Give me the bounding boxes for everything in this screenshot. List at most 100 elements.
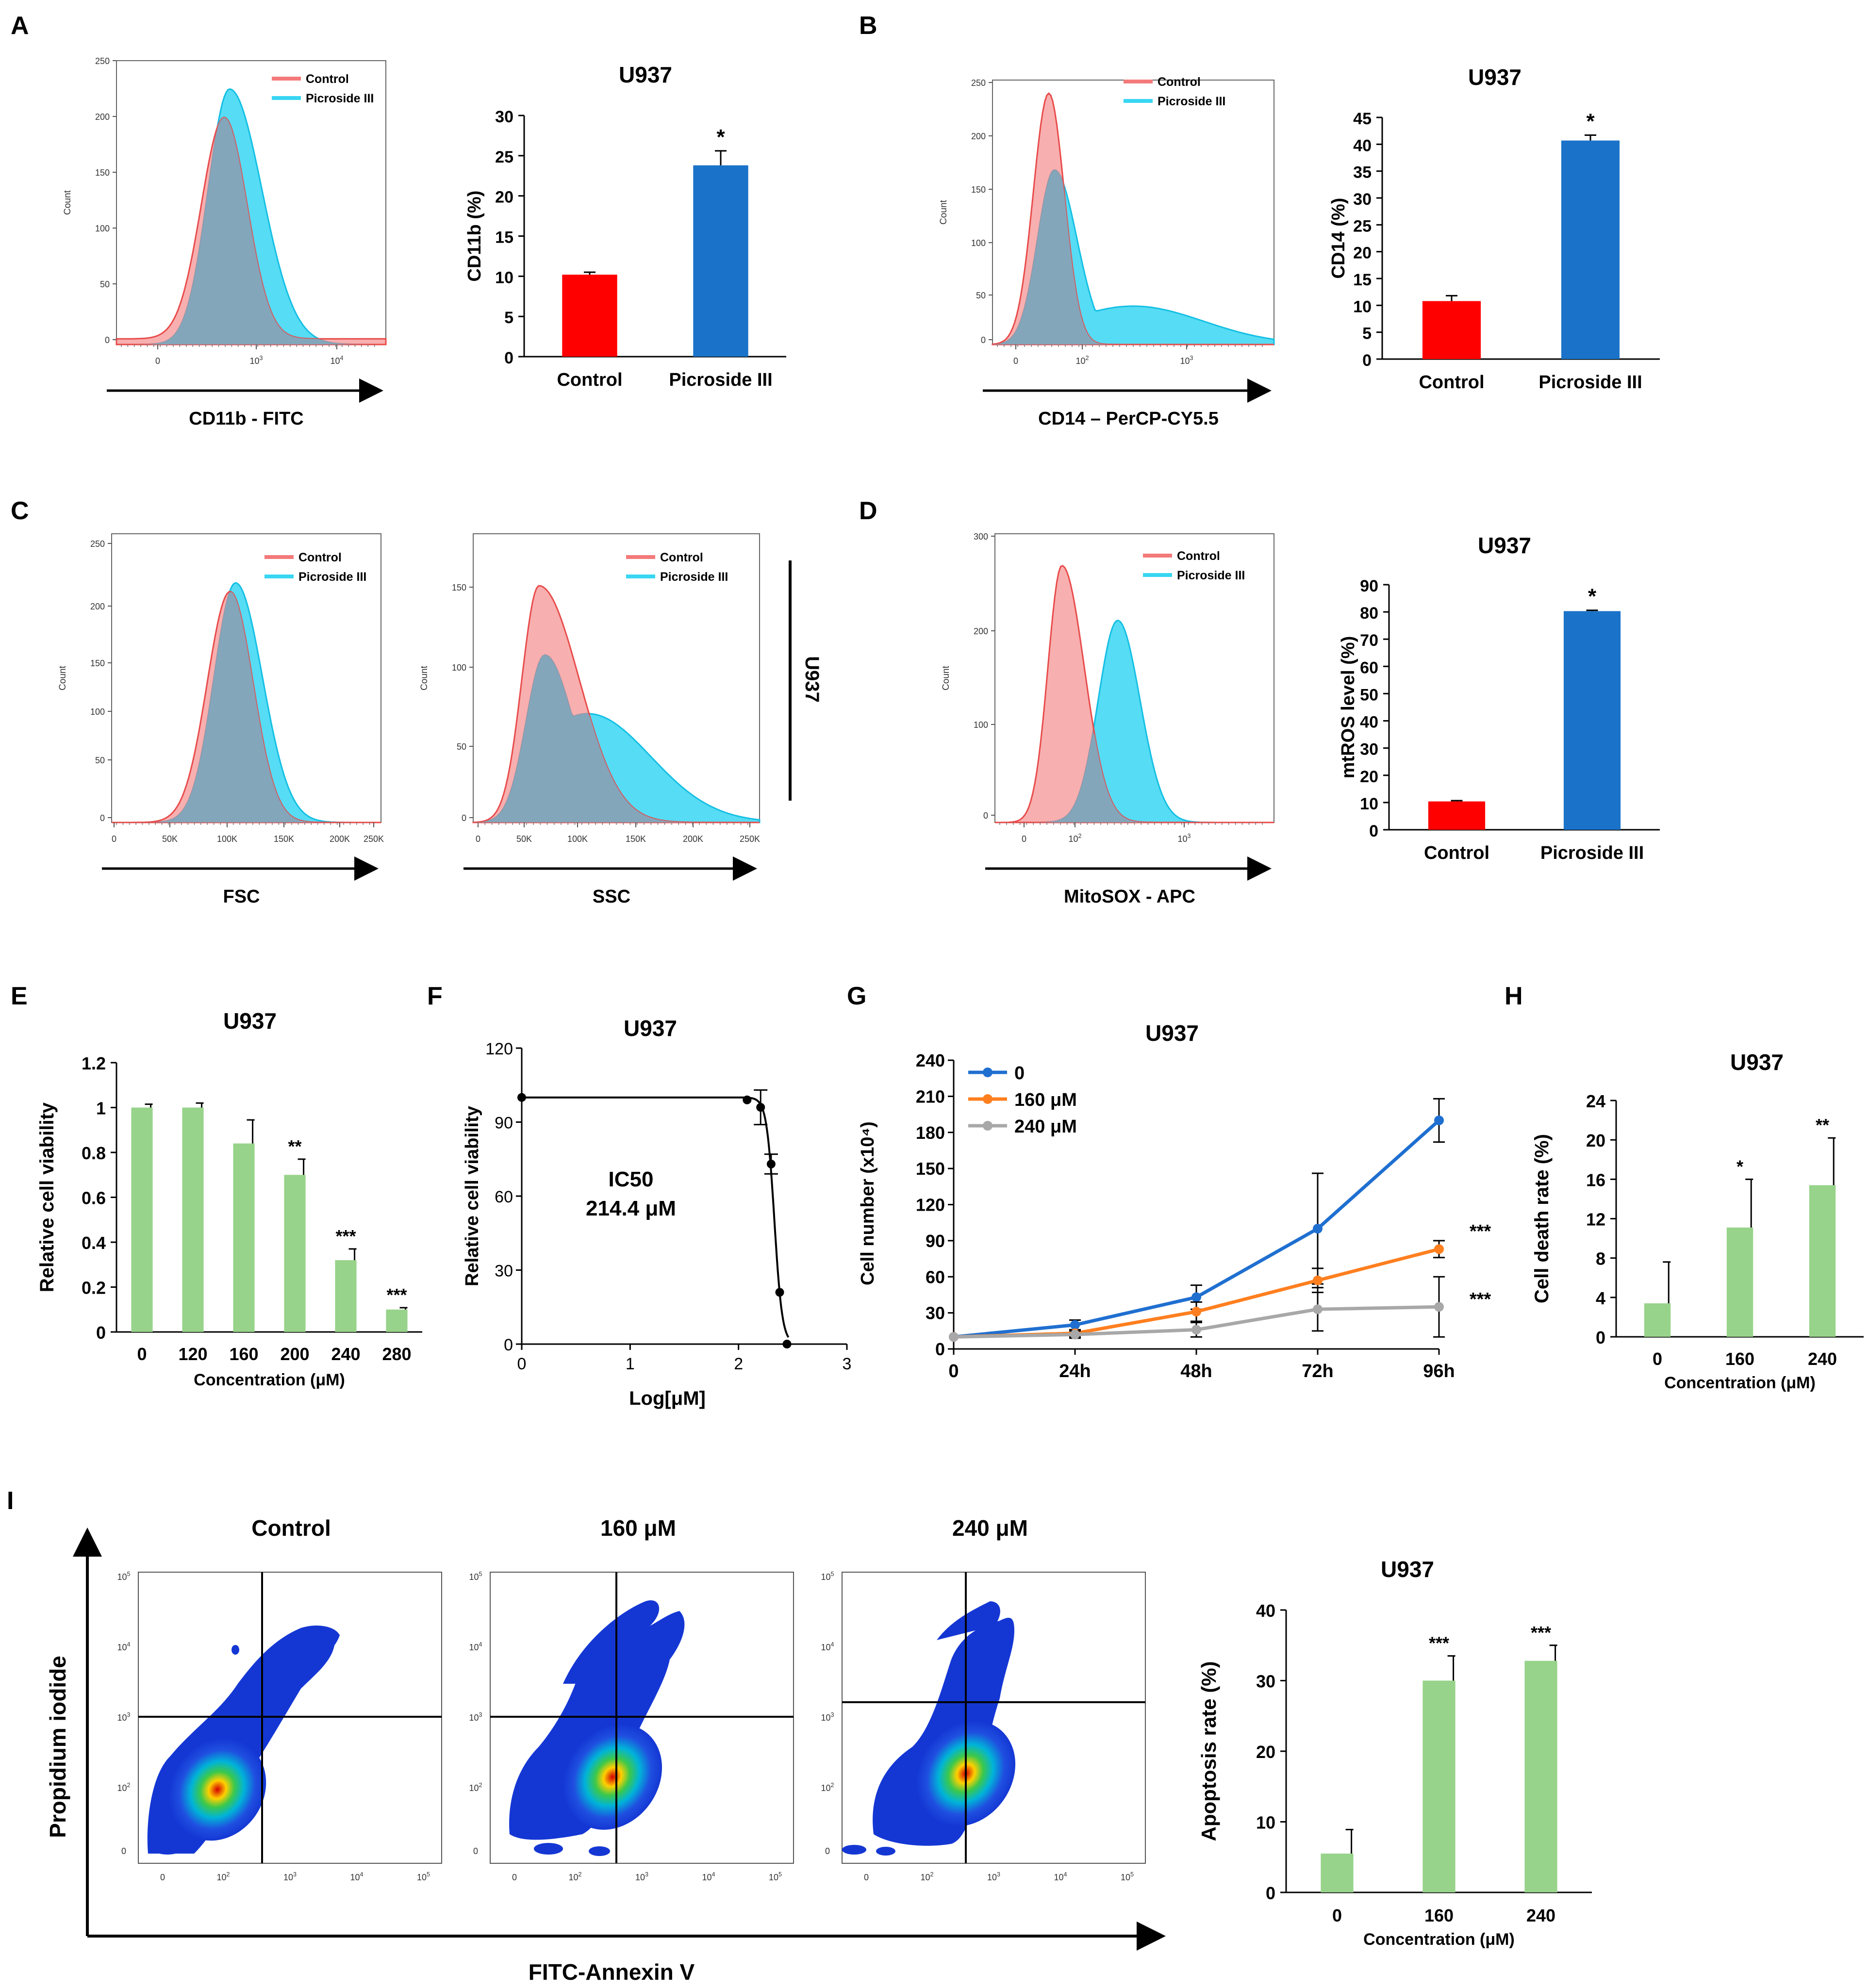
y-tick-label: 0 [981,335,986,345]
y-tick-label: 100 [90,707,105,717]
y-tick-label: 70 [1360,631,1378,650]
category-label: Picroside III [669,370,772,390]
category-label: Control [557,370,622,390]
flow-y-tick-label: 105 [117,1571,130,1582]
flow-x-tick-label: 102 [920,1871,933,1882]
series-point [1313,1304,1323,1314]
category-label: 280 [382,1344,411,1364]
y-tick-label: 0.2 [82,1278,106,1298]
legend-label-picroside: Picroside III [298,570,366,584]
y-tick-label: 10 [1353,297,1372,316]
y-tick-label: 10 [1256,1813,1275,1833]
y-axis-label: Cell number (x10⁴) [858,1121,878,1285]
category-label: Control [1419,372,1484,393]
overlap-histogram [992,170,1274,345]
series-point [1191,1307,1201,1317]
y-tick-label: 250 [971,78,986,88]
flow-x-tick-label: 105 [417,1871,430,1882]
y-tick-label: 200 [90,602,105,611]
y-axis-label: Count [63,190,73,214]
x-tick-label: 102 [1075,355,1089,366]
y-tick-label: 150 [916,1159,945,1179]
y-tick-label: 120 [916,1195,945,1215]
flow-y-tick-label: 102 [821,1782,834,1793]
category-label: 240 [1526,1906,1555,1925]
flow-x-tick-label: 103 [283,1871,297,1882]
line-chart-F: 0 30 60 90 120 0 1 2 3 IC50 214.4 μM U937 Relative c… [462,1016,851,1409]
y-tick-label: 0.8 [82,1143,106,1163]
y-axis-label: Relative cell viability [462,1106,482,1286]
y-tick-label: 150 [452,583,466,592]
flow-x-tick-label: 102 [216,1871,230,1882]
legend-label-picroside: Picroside III [306,92,374,105]
y-tick-label: 150 [971,185,986,195]
legend-label-control: Control [660,551,703,564]
series-point [1434,1302,1444,1312]
bar-chart-I_bar: 0 10 20 30 40 0 *** 160 *** 240 U937 Apoptosis rate… [1197,1557,1592,1949]
y-axis-label: Relative cell viability [36,1102,58,1292]
y-tick-label: 4 [1596,1288,1605,1308]
y-tick-label: 0 [96,1323,106,1343]
x-axis-label: Concentration (μM) [194,1371,345,1389]
panel-letter-C: C [11,497,29,525]
bar-chart-A_bar: 0 5 10 15 20 25 30 Control * Picroside III U937 CD1… [464,62,786,390]
y-tick-label: 0 [1362,351,1372,370]
flow-x-tick-label: 102 [568,1871,581,1882]
panel-letter-E: E [11,982,28,1010]
y-tick-label: 12 [1586,1210,1605,1230]
significance-160: *** [1470,1221,1491,1242]
x-tick-label: 102 [1068,833,1081,844]
overlap-histogram [473,655,760,822]
category-label: 240 [331,1344,360,1364]
y-tick-label: 1 [96,1099,106,1118]
y-tick-label: 30 [1360,740,1378,759]
ic50-label: IC50 [609,1167,654,1191]
y-tick-label: 100 [452,663,466,673]
x-axis-label: MitoSOX - APC [1064,887,1195,907]
y-tick-label: 5 [504,309,513,327]
x-tick-label: 100K [567,834,588,844]
flow-plot-160: 160 μM [490,1515,794,1864]
x-axis-label: CD11b - FITC [189,409,303,429]
series-point [1434,1244,1444,1254]
y-tick-label: 60 [926,1267,945,1287]
y-tick-label: 0.4 [82,1233,106,1253]
hist-B_hist: 0 50 100 150 200 250 0 102 103 Count Control Picros… [939,75,1275,429]
flow-y-tick-label: 103 [469,1711,482,1723]
category-label: 0 [1332,1906,1342,1925]
category-label: 0 [137,1344,147,1364]
bar-200 [284,1175,306,1332]
y-tick-label: 50 [976,291,986,300]
x-tick-label: 0 [112,834,116,844]
x-axis-label: Concentration (μM) [1363,1930,1515,1949]
y-tick-label: 20 [1256,1742,1275,1762]
ic50-value: 214.4 μM [586,1197,676,1220]
bar-240 [1524,1660,1557,1892]
category-label: Control [1424,843,1489,863]
y-tick-label: 0 [504,349,513,367]
bar-chart-E_bar: 0 0.2 0.4 0.6 0.8 1 1.2 0 120 160 ** 200 *** 240 *** 28… [36,1008,422,1389]
significance-mark: *** [386,1285,407,1305]
y-tick-label: 30 [1353,190,1372,209]
hist-D_hist: 0 100 200 300 0 102 103 Count Control Picroside I… [941,532,1274,907]
category-label: 160 [1725,1349,1754,1369]
y-tick-label: 300 [974,532,988,542]
panel-letter-A: A [11,12,29,40]
flow-x-tick-label: 104 [350,1871,363,1882]
y-tick-label: 16 [1586,1170,1605,1190]
y-tick-label: 40 [1360,713,1378,732]
y-tick-label: 25 [495,148,513,166]
hist-A_hist: 0 50 100 150 200 250 0 103 104 Count Control Picros… [63,56,387,429]
x-tick-label: 50K [516,834,532,844]
y-tick-label: 20 [495,188,513,207]
y-tick-label: 0 [1266,1883,1275,1903]
y-tick-label: 30 [495,108,513,126]
series-point [1313,1275,1323,1285]
chart-title: U937 [1468,65,1522,90]
y-tick-label: 20 [1353,244,1372,263]
series-point [1313,1224,1323,1234]
bar-240 [1809,1185,1836,1337]
y-tick-label: 80 [1360,604,1378,623]
chart-title: U937 [624,1016,677,1041]
